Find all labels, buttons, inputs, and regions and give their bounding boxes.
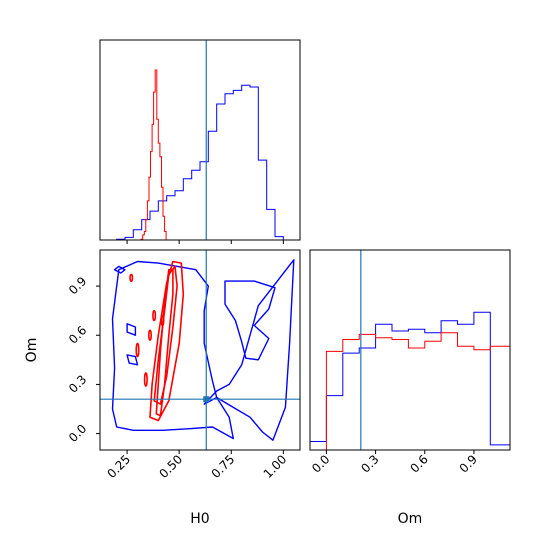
om-histogram-blue-series	[310, 311, 510, 450]
h0-histogram-blue-series	[100, 84, 300, 240]
om-histogram-frame	[309, 249, 511, 451]
y-axis-label-om: Om	[24, 338, 40, 363]
contour-blue-level-3	[113, 265, 126, 274]
h0-histogram-panel	[99, 39, 301, 244]
truth-marker	[203, 396, 210, 403]
x-axis-label-h0: H0	[190, 511, 209, 527]
contour-blue-level-5	[126, 354, 139, 366]
contour-blue-level-1	[203, 259, 295, 441]
contour-red-island	[135, 342, 140, 358]
contour-red-island	[143, 372, 148, 387]
contour-red-island	[148, 329, 153, 341]
contour-red-level-0	[149, 260, 185, 422]
contour-blue-level-2	[224, 280, 276, 361]
contour-blue-level-4	[126, 323, 137, 336]
h0-histogram-frame	[99, 39, 301, 241]
contour-red-island	[129, 273, 134, 282]
h0-histogram-red-series	[133, 69, 171, 240]
contour-red-level-2	[155, 268, 174, 417]
contour-red-island	[152, 309, 157, 322]
x-axis-label-om: Om	[398, 511, 423, 527]
contour-red-island	[160, 314, 165, 327]
om-histogram-red-series	[325, 332, 510, 450]
contour-frame	[99, 249, 301, 451]
contour-blue-level-0	[111, 260, 234, 440]
